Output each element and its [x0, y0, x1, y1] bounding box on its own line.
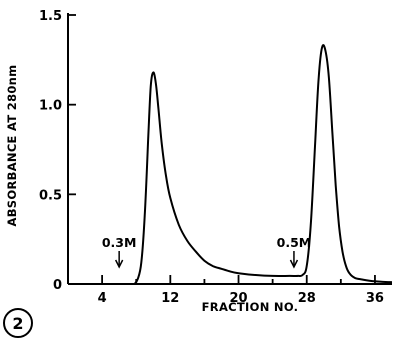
y-tick-label: 1.5 — [39, 9, 62, 24]
y-ticks: 0 0.5 1.0 1.5 — [39, 9, 76, 293]
panel-number: 2 — [12, 314, 23, 333]
x-tick-label: 4 — [98, 291, 107, 306]
y-tick-label: 0.5 — [39, 188, 62, 203]
y-tick-label: 1.0 — [39, 99, 62, 114]
y-axis-title: ABSORBANCE AT 280nm — [5, 65, 19, 227]
annotation-label: 0.3M — [102, 235, 137, 250]
x-tick-label: 12 — [161, 291, 179, 306]
series-group — [135, 45, 393, 284]
x-tick-label: 28 — [298, 291, 316, 306]
x-axis-title: FRACTION NO. — [202, 300, 299, 314]
panel-label: 2 — [4, 309, 32, 337]
y-tick-label: 0 — [53, 278, 62, 293]
absorbance-curve — [135, 45, 393, 284]
annotation-label: 0.5M — [277, 235, 312, 250]
x-tick-label: 36 — [366, 291, 384, 306]
